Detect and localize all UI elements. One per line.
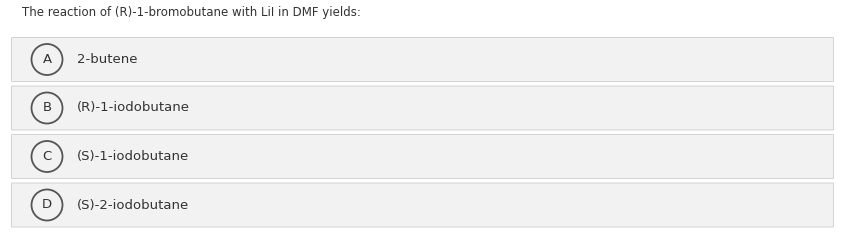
Text: C: C — [42, 150, 51, 163]
Text: 2-butene: 2-butene — [77, 53, 138, 66]
Text: D: D — [42, 198, 52, 211]
FancyBboxPatch shape — [12, 135, 832, 178]
Text: A: A — [42, 53, 51, 66]
Text: The reaction of (R)-1-bromobutane with LiI in DMF yields:: The reaction of (R)-1-bromobutane with L… — [22, 7, 360, 20]
FancyBboxPatch shape — [12, 86, 832, 130]
Circle shape — [31, 44, 62, 75]
Circle shape — [31, 93, 62, 123]
Text: B: B — [42, 101, 51, 114]
Text: (S)-2-iodobutane: (S)-2-iodobutane — [77, 198, 189, 211]
FancyBboxPatch shape — [12, 183, 832, 227]
Text: (S)-1-iodobutane: (S)-1-iodobutane — [77, 150, 189, 163]
FancyBboxPatch shape — [12, 38, 832, 81]
Circle shape — [31, 190, 62, 220]
Text: (R)-1-iodobutane: (R)-1-iodobutane — [77, 101, 190, 114]
Circle shape — [31, 141, 62, 172]
